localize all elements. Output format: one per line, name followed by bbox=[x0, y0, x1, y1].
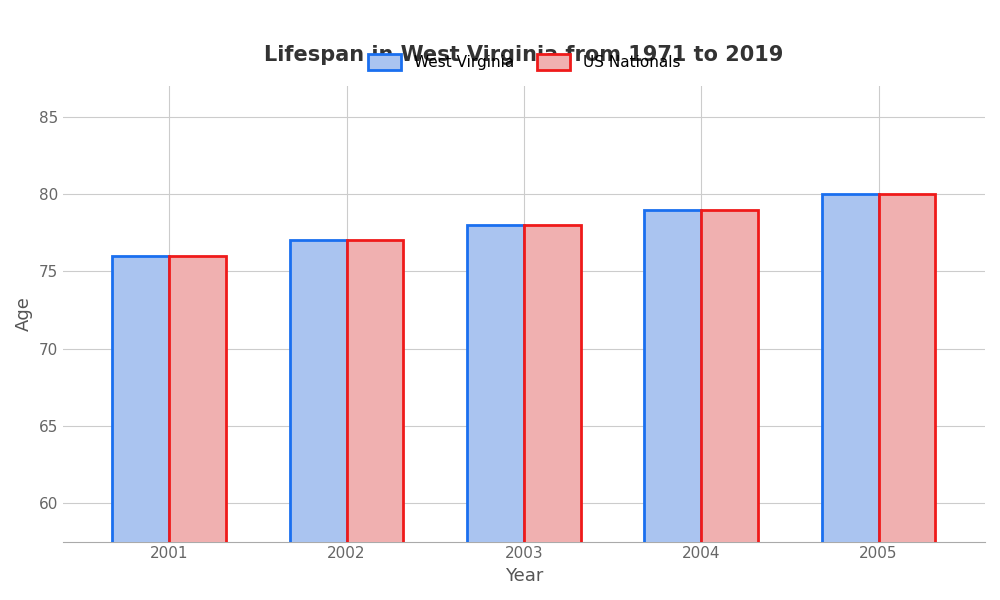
Title: Lifespan in West Virginia from 1971 to 2019: Lifespan in West Virginia from 1971 to 2… bbox=[264, 45, 784, 65]
Legend: West Virginia, US Nationals: West Virginia, US Nationals bbox=[362, 48, 686, 76]
Bar bbox=[290, 241, 347, 600]
Bar bbox=[701, 209, 758, 600]
X-axis label: Year: Year bbox=[505, 567, 543, 585]
Bar bbox=[879, 194, 935, 600]
Y-axis label: Age: Age bbox=[15, 296, 33, 331]
Bar bbox=[169, 256, 226, 600]
Bar bbox=[467, 225, 524, 600]
Bar bbox=[644, 209, 701, 600]
Bar bbox=[524, 225, 581, 600]
Bar bbox=[347, 241, 403, 600]
Bar bbox=[822, 194, 879, 600]
Bar bbox=[112, 256, 169, 600]
